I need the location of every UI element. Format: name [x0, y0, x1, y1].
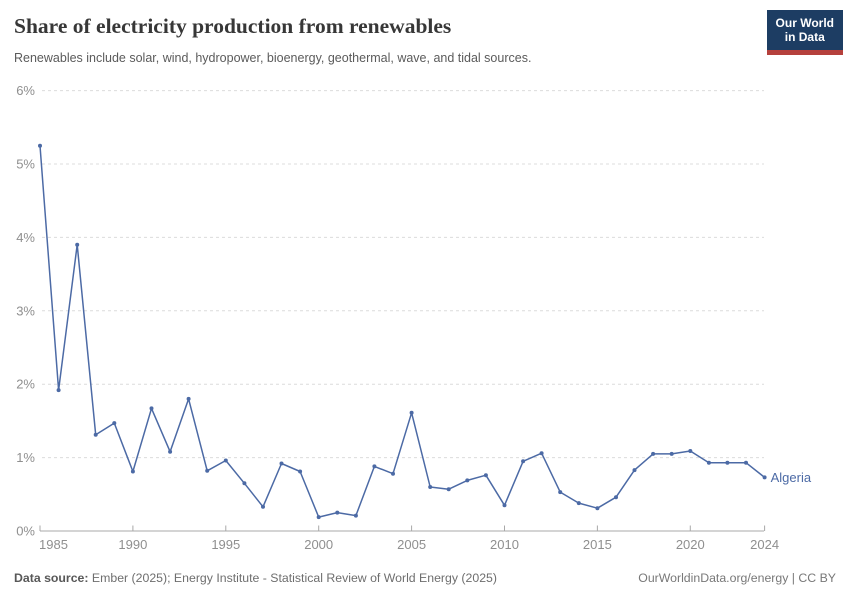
data-point — [706, 460, 711, 465]
data-point — [75, 242, 80, 247]
data-point — [744, 460, 748, 465]
data-point — [521, 459, 526, 464]
x-axis-tick-label: 2015 — [583, 537, 612, 552]
data-point — [168, 449, 173, 454]
x-axis-tick-label: 2005 — [397, 537, 426, 552]
data-point — [353, 513, 358, 518]
chart-footer: Data source: Ember (2025); Energy Instit… — [14, 571, 836, 585]
y-axis-tick-label: 5% — [16, 157, 35, 172]
data-point — [298, 469, 303, 474]
data-point — [112, 421, 117, 426]
data-point — [261, 504, 265, 509]
data-point — [391, 471, 395, 476]
data-source-note: Data source: Ember (2025); Energy Instit… — [14, 571, 497, 585]
data-point — [446, 487, 451, 492]
series-end-label: Algeria — [771, 470, 812, 485]
x-axis-tick-label: 2000 — [304, 537, 333, 552]
y-axis-tick-label: 2% — [16, 377, 35, 392]
y-axis-tick-label: 0% — [16, 524, 35, 539]
data-point — [130, 469, 135, 474]
x-axis-tick-label: 1985 — [39, 537, 68, 552]
y-axis-tick-label: 6% — [16, 83, 35, 98]
data-point — [149, 406, 154, 411]
data-point — [595, 506, 600, 511]
data-source-text: Ember (2025); Energy Institute - Statist… — [91, 571, 497, 585]
data-point — [465, 478, 470, 483]
x-axis-tick-label: 2024 — [750, 537, 779, 552]
data-point — [316, 515, 321, 520]
data-point — [614, 495, 618, 500]
data-point — [558, 490, 563, 495]
data-point — [372, 464, 377, 469]
data-point — [762, 475, 767, 480]
owid-logo: Our World in Data — [766, 10, 843, 55]
owid-logo-line2: in Data — [784, 30, 825, 45]
y-axis-tick-label: 1% — [16, 450, 35, 465]
owid-logo-line1: Our World — [775, 16, 834, 30]
x-axis-tick-label: 1995 — [211, 537, 240, 552]
data-point — [539, 451, 544, 456]
data-point — [576, 501, 581, 506]
data-point — [502, 503, 507, 508]
y-axis-tick-label: 3% — [16, 303, 35, 318]
data-point — [632, 468, 637, 473]
x-axis-tick-label: 2020 — [676, 537, 705, 552]
data-point — [409, 410, 414, 415]
data-point — [688, 449, 693, 453]
data-point — [205, 468, 210, 473]
x-axis-tick-label: 2010 — [490, 537, 519, 552]
data-point — [93, 432, 98, 437]
data-point — [483, 473, 488, 478]
data-point — [428, 485, 433, 489]
data-point — [38, 143, 42, 148]
data-point — [242, 481, 247, 486]
license-note: OurWorldinData.org/energy | CC BY — [638, 571, 836, 585]
data-point — [279, 461, 284, 466]
x-axis-tick-label: 1990 — [118, 537, 147, 552]
chart-subtitle: Renewables include solar, wind, hydropow… — [14, 51, 532, 65]
data-source-label: Data source: — [14, 571, 89, 585]
data-line — [39, 144, 766, 518]
chart-title: Share of electricity production from ren… — [14, 14, 452, 38]
data-point — [223, 458, 228, 463]
y-axis-tick-label: 4% — [16, 230, 35, 245]
data-point — [186, 396, 191, 401]
data-point — [335, 510, 340, 515]
data-point — [725, 460, 730, 465]
data-point — [669, 451, 674, 456]
data-point — [651, 451, 656, 456]
data-point — [56, 388, 61, 393]
